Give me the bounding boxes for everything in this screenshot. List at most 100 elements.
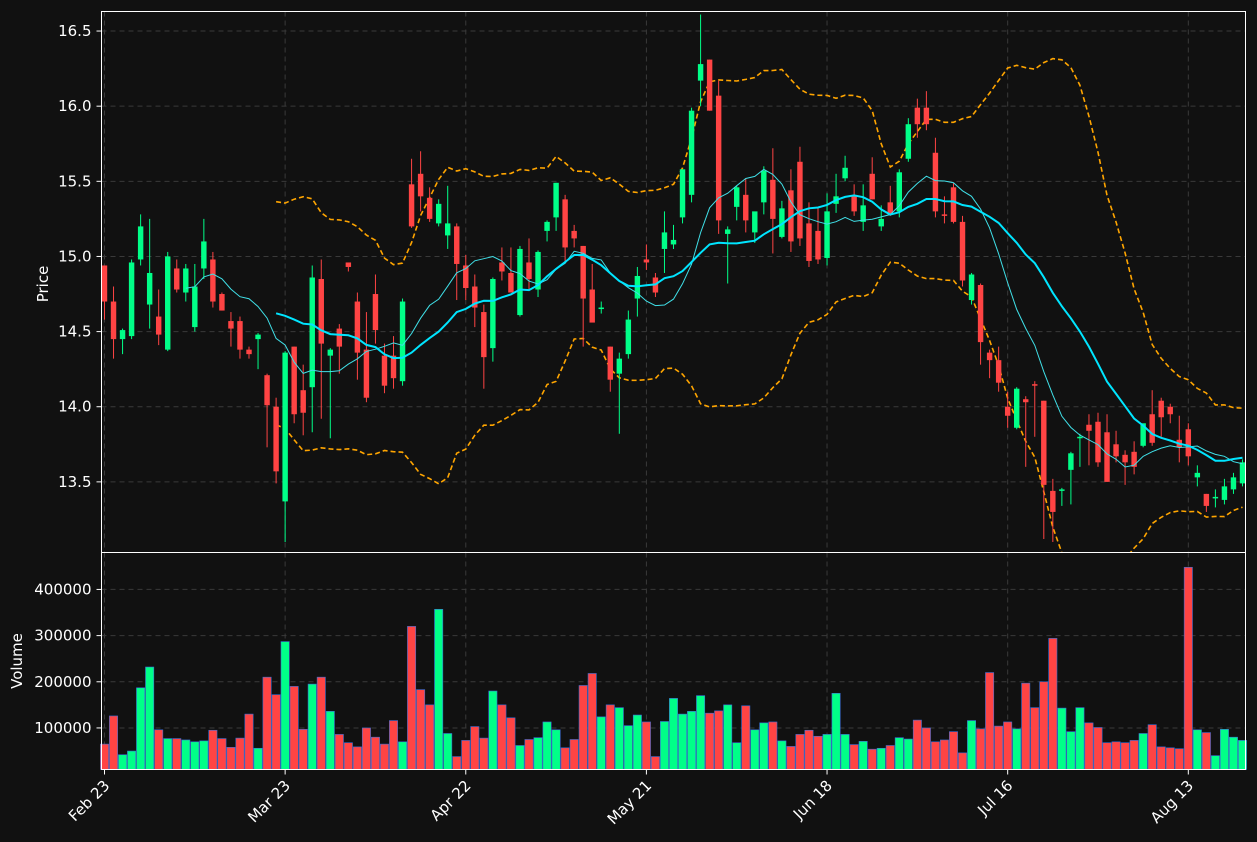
volume-bar: [912, 719, 922, 770]
price-tick-label: 16.0: [58, 97, 91, 115]
volume-bar: [732, 742, 742, 770]
volume-bar: [921, 727, 931, 770]
candle-body: [1221, 486, 1228, 500]
volume-bar: [334, 734, 344, 770]
candle-body: [860, 205, 866, 222]
candle-body: [806, 223, 812, 261]
candle-body: [842, 167, 848, 179]
candle-body: [553, 182, 559, 218]
candle: [291, 346, 297, 424]
price-tick-label: 15.5: [58, 172, 91, 190]
candle-body: [110, 301, 117, 340]
volume-bar: [289, 686, 299, 770]
candle-body: [797, 161, 803, 239]
volume-bar: [352, 746, 362, 770]
candle: [318, 259, 324, 419]
volume-bar: [163, 738, 173, 770]
volume-bar: [994, 725, 1004, 770]
candle: [381, 343, 388, 394]
volume-bar: [1129, 740, 1139, 770]
volume-bar: [976, 728, 986, 770]
volume-bar: [524, 739, 534, 770]
volume-bar: [885, 745, 895, 770]
volume-bar: [958, 752, 967, 770]
candle: [336, 324, 343, 374]
candle: [670, 224, 677, 249]
candle-body: [300, 390, 306, 413]
candle: [562, 194, 568, 263]
candle-body: [183, 268, 189, 293]
volume-bar: [389, 720, 398, 770]
candle-body: [1122, 454, 1128, 463]
candle: [101, 265, 108, 320]
candle-body: [255, 334, 261, 340]
volume-bar: [208, 729, 218, 770]
candle-body: [1086, 424, 1092, 431]
candle-body: [1140, 423, 1146, 446]
candle-body: [1131, 451, 1137, 467]
candle: [1032, 381, 1038, 437]
volume-bar: [461, 740, 471, 770]
candle: [860, 184, 866, 231]
candle-body: [905, 124, 912, 159]
candle: [119, 328, 126, 355]
volume-bar: [1147, 724, 1157, 770]
candle: [1185, 423, 1192, 466]
candle: [806, 202, 812, 267]
candle-body: [950, 187, 957, 222]
candle: [715, 80, 722, 234]
candle: [1149, 390, 1155, 446]
candle-body: [815, 230, 821, 260]
candle: [1095, 412, 1101, 467]
candle: [363, 312, 370, 403]
volume-bar: [1093, 727, 1103, 770]
candle-body: [1239, 462, 1246, 484]
volume-bar: [425, 704, 435, 770]
candle-body: [1077, 436, 1083, 439]
volume-bar: [985, 672, 995, 770]
volume-bar: [660, 721, 669, 770]
candle: [815, 208, 821, 264]
candle: [607, 346, 613, 392]
candle-body: [354, 301, 361, 353]
candle-body: [372, 294, 379, 331]
candle: [183, 263, 189, 302]
candle-body: [463, 265, 469, 289]
volume-bar: [515, 745, 525, 770]
candle-body: [1023, 399, 1029, 403]
lower-band-line: [275, 261, 1243, 553]
candle: [688, 107, 695, 203]
volume-bar: [1219, 729, 1229, 770]
candle-body: [499, 262, 505, 272]
volume-bar: [623, 725, 633, 770]
candle-body: [544, 221, 550, 231]
volume-bar: [795, 734, 805, 770]
candle-body: [517, 248, 523, 316]
candle-body: [1013, 388, 1020, 428]
candle-body: [959, 221, 966, 281]
candle-body: [968, 274, 975, 301]
long-ma-line: [275, 194, 1243, 462]
candle: [598, 301, 604, 314]
candle: [986, 349, 993, 379]
volume-bar: [1174, 748, 1184, 770]
candle: [743, 178, 749, 233]
candle: [1013, 387, 1020, 430]
volume-bar: [154, 729, 164, 770]
volume-bar: [858, 741, 868, 770]
candle-body: [616, 358, 623, 374]
candle-body: [273, 406, 279, 472]
candle-body: [697, 64, 704, 81]
candle: [1023, 396, 1029, 467]
candle-body: [734, 187, 740, 207]
volume-bar: [506, 717, 516, 770]
volume-bar: [542, 721, 552, 770]
candle-body: [1095, 421, 1101, 463]
candle-body: [526, 262, 532, 279]
candle: [842, 155, 848, 182]
volume-bar: [687, 711, 697, 770]
candle-body: [1104, 432, 1110, 482]
volume-bar: [488, 690, 498, 770]
candle-body: [1185, 429, 1192, 457]
candle: [481, 304, 487, 389]
